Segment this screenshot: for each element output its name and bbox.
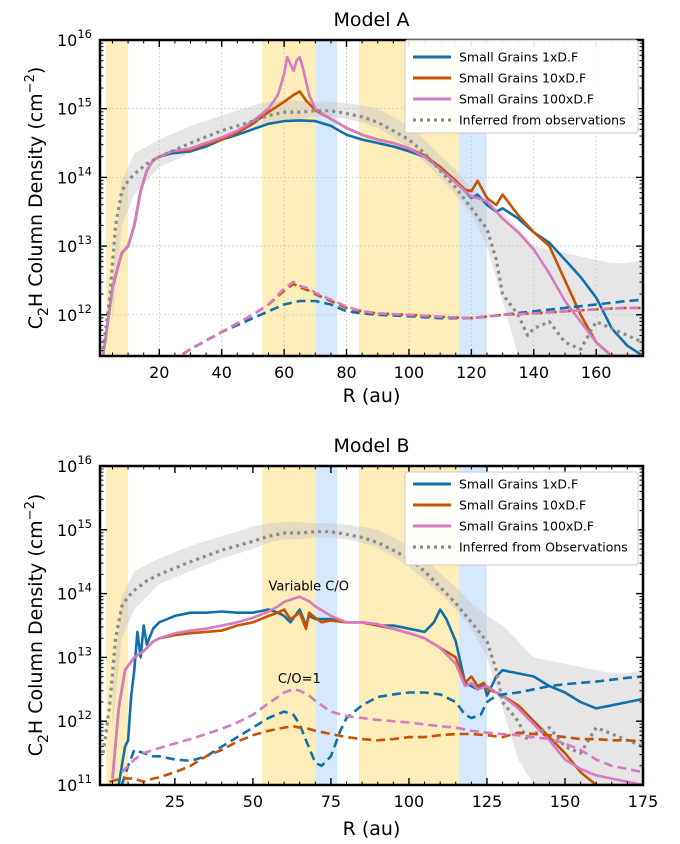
y-tick-label-4: 1015 <box>57 517 92 540</box>
legend-label-3: Inferred from Observations <box>459 540 628 555</box>
y-tick-label-3: 1015 <box>57 96 92 119</box>
series-line-4 <box>120 675 643 785</box>
legend-label-1: Small Grains 10xD.F <box>459 71 586 86</box>
chart-panel-0: 20 40 60 80 100 120 140 16010121013101410151016… <box>23 9 645 407</box>
x-tick-label-0: 25 <box>165 792 185 811</box>
x-tick-label-2: 60 <box>274 363 294 382</box>
y-tick-exponent: 15 <box>77 517 92 531</box>
y-axis-label: C2H Column Density (cm−2) <box>23 67 52 330</box>
series-line-2 <box>111 595 643 785</box>
y-tick-exponent: 14 <box>77 164 92 178</box>
y-axis-label-part: ) <box>25 494 47 501</box>
ring-band-2 <box>315 466 338 785</box>
y-tick-label-4: 1016 <box>57 27 92 50</box>
x-tick-label-7: 160 <box>581 363 612 382</box>
x-tick-label-3: 80 <box>336 363 356 382</box>
y-tick-exponent: 13 <box>77 233 92 247</box>
y-tick-base: 10 <box>57 31 77 50</box>
y-tick-exponent: 13 <box>77 644 92 658</box>
plot-frame <box>98 464 645 787</box>
y-axis-label: C2H Column Density (cm−2) <box>23 494 52 757</box>
y-tick-label-0: 1012 <box>57 302 92 325</box>
ring-band-2 <box>315 40 338 356</box>
y-tick-label-2: 1014 <box>57 164 92 187</box>
x-tick-label-1: 40 <box>212 363 232 382</box>
uncertainty-band <box>112 522 643 785</box>
legend-box <box>404 39 639 134</box>
y-tick-base: 10 <box>57 168 77 187</box>
y-axis-label-part: C <box>25 743 47 756</box>
x-tick-label-3: 100 <box>394 792 425 811</box>
x-axis-label: R (au) <box>343 385 401 407</box>
x-tick-label-4: 125 <box>472 792 503 811</box>
y-tick-base: 10 <box>57 521 77 540</box>
chart-title: Model A <box>333 9 409 31</box>
legend: Small Grains 1xD.F Small Grains 10xD.F Sma… <box>404 471 639 566</box>
y-tick-base: 10 <box>57 306 77 325</box>
y-tick-exponent: 14 <box>77 581 92 595</box>
y-tick-exponent: 11 <box>77 772 92 786</box>
y-tick-label-5: 1016 <box>57 453 92 476</box>
uncertainty-band <box>112 100 643 356</box>
x-tick-label-2: 75 <box>321 792 341 811</box>
x-tick-label-6: 140 <box>519 363 550 382</box>
legend-box <box>404 471 639 566</box>
y-axis-label-part: H Column Density (cm <box>25 93 47 307</box>
y-tick-exponent: 15 <box>77 96 92 110</box>
y-tick-base: 10 <box>57 585 77 604</box>
x-tick-label-5: 150 <box>550 792 581 811</box>
y-axis-label-part: −2 <box>23 501 38 520</box>
y-tick-label-1: 1012 <box>57 708 92 731</box>
y-tick-base: 10 <box>57 712 77 731</box>
y-tick-exponent: 12 <box>77 302 92 316</box>
y-tick-exponent: 16 <box>77 27 92 41</box>
legend: Small Grains 1xD.F Small Grains 10xD.F Sma… <box>404 39 639 134</box>
x-tick-label-6: 175 <box>628 792 659 811</box>
y-axis-label-part: H Column Density (cm <box>25 520 47 734</box>
y-tick-base: 10 <box>57 776 77 795</box>
y-tick-label-0: 1011 <box>57 772 92 795</box>
y-axis-label-part: ) <box>25 67 47 74</box>
legend-label-2: Small Grains 100xD.F <box>459 519 594 534</box>
chart-title: Model B <box>333 435 409 457</box>
series-line-2 <box>101 55 643 356</box>
legend-label-1: Small Grains 10xD.F <box>459 498 586 513</box>
series-line-5 <box>177 282 643 356</box>
y-tick-label-2: 1013 <box>57 644 92 667</box>
y-axis-label-part: 2 <box>36 307 52 316</box>
y-tick-base: 10 <box>57 648 77 667</box>
y-axis-label-part: C <box>25 316 47 329</box>
x-tick-label-0: 20 <box>149 363 169 382</box>
y-tick-base: 10 <box>57 457 77 476</box>
y-tick-exponent: 16 <box>77 453 92 467</box>
y-tick-exponent: 12 <box>77 708 92 722</box>
y-axis-label-part: −2 <box>23 74 38 93</box>
y-tick-base: 10 <box>57 100 77 119</box>
y-axis-label-part: 2 <box>36 734 52 743</box>
legend-label-0: Small Grains 1xD.F <box>459 50 578 65</box>
x-tick-label-5: 120 <box>456 363 487 382</box>
annotation-0: Variable C/O <box>269 579 349 594</box>
x-tick-label-1: 50 <box>243 792 263 811</box>
x-axis-label: R (au) <box>343 818 401 840</box>
annotation-1: C/O=1 <box>278 672 321 687</box>
y-tick-base: 10 <box>57 237 77 256</box>
x-tick-label-4: 100 <box>394 363 425 382</box>
legend-label-3: Inferred from observations <box>459 113 626 128</box>
legend-label-2: Small Grains 100xD.F <box>459 92 594 107</box>
series-line-5 <box>109 725 643 784</box>
legend-label-0: Small Grains 1xD.F <box>459 477 578 492</box>
series-line-4 <box>177 298 643 356</box>
series-line-6 <box>120 688 643 774</box>
chart-panel-1: Variable C/OC/O=125 50 75 100 125 150 17510111… <box>23 435 658 840</box>
y-tick-label-1: 1013 <box>57 233 92 256</box>
y-tick-label-3: 1014 <box>57 581 92 604</box>
